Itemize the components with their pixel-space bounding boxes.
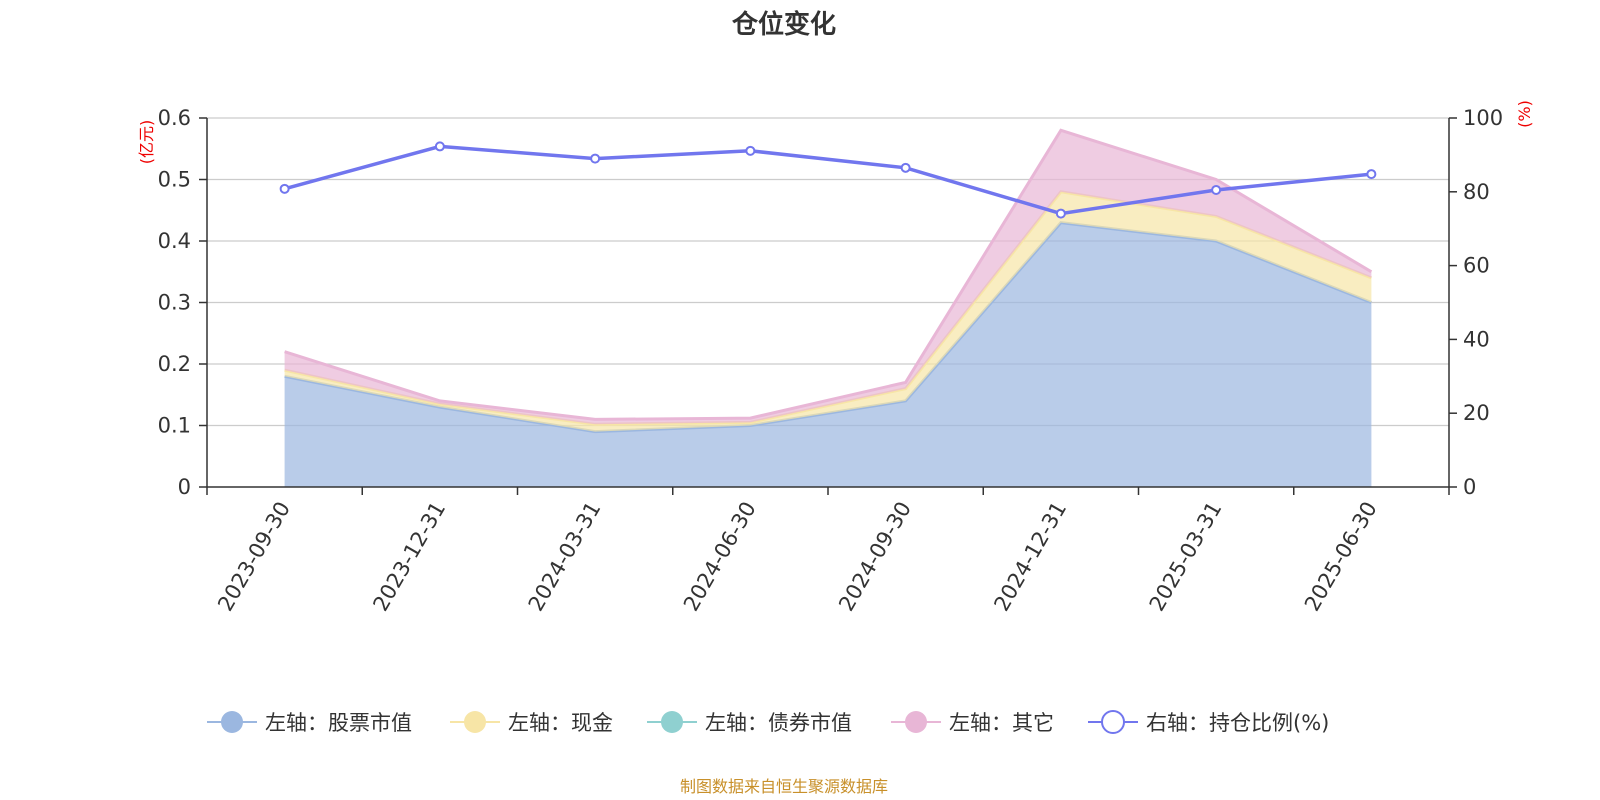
legend-marker	[464, 711, 486, 733]
right-axis-tick-label: 100	[1463, 106, 1503, 130]
data-source-note: 制图数据来自恒生聚源数据库	[680, 777, 888, 796]
ratio-point	[745, 145, 756, 156]
legend-item: 左轴：债券市值	[647, 711, 852, 735]
x-axis-tick-label: 2025-06-30	[1300, 498, 1382, 616]
legend-label: 左轴：债券市值	[705, 711, 852, 735]
legend-item: 左轴：其它	[891, 711, 1054, 735]
legend-label: 左轴：股票市值	[265, 711, 412, 735]
x-axis-tick-label: 2023-09-30	[213, 498, 295, 616]
legend-label: 左轴：现金	[508, 711, 613, 735]
ratio-point	[1211, 184, 1222, 195]
ratio-line-series	[279, 141, 1377, 219]
legend-marker	[661, 711, 683, 733]
ratio-point	[279, 183, 290, 194]
left-axis-unit: (亿元)	[137, 120, 156, 165]
left-axis-tick-label: 0.6	[158, 106, 191, 130]
legend-item: 左轴：股票市值	[207, 711, 412, 735]
legend-label: 右轴：持仓比例(%)	[1146, 711, 1329, 735]
area-edge	[284, 128, 1373, 421]
legend-marker	[221, 711, 243, 733]
area-series-0	[284, 221, 1372, 487]
right-axis-tick-label: 60	[1463, 254, 1490, 278]
legend-marker	[1101, 710, 1125, 734]
ratio-line	[284, 144, 1372, 216]
right-axis-unit: (%)	[1515, 100, 1534, 128]
left-axis-tick-label: 0.5	[158, 168, 191, 192]
right-axis-tick-label: 80	[1463, 180, 1490, 204]
left-axis-tick-label: 0.4	[158, 229, 191, 253]
chart-title: 仓位变化	[731, 9, 836, 40]
ratio-point	[900, 162, 911, 173]
left-axis-tick-label: 0	[178, 475, 191, 499]
x-axis-tick-label: 2025-03-31	[1145, 498, 1227, 616]
area-series	[284, 128, 1373, 487]
x-axis-tick-label: 2023-12-31	[368, 498, 450, 616]
area-fill	[284, 222, 1372, 487]
x-axis-tick-label: 2024-03-31	[524, 498, 606, 616]
left-axis-tick-label: 0.2	[158, 352, 191, 376]
ratio-point	[1055, 208, 1066, 219]
legend: 左轴：股票市值 左轴：现金 左轴：债券市值 左轴：其它 右轴：持仓比例(%)	[207, 710, 1329, 735]
ratio-point	[590, 153, 601, 164]
ratio-point	[1366, 169, 1377, 180]
x-axis-tick-label: 2024-09-30	[834, 498, 916, 616]
ratio-point	[434, 141, 445, 152]
right-axis-tick-label: 0	[1463, 475, 1476, 499]
legend-item: 右轴：持仓比例(%)	[1088, 710, 1329, 735]
x-axis-tick-label: 2024-12-31	[989, 498, 1071, 616]
right-axis-tick-label: 40	[1463, 327, 1490, 351]
legend-item: 左轴：现金	[450, 711, 613, 735]
left-axis-tick-label: 0.1	[158, 414, 191, 438]
area-series-3	[284, 128, 1373, 425]
legend-label: 左轴：其它	[949, 711, 1054, 735]
x-axis-tick-label: 2024-06-30	[679, 498, 761, 616]
right-axis-tick-label: 20	[1463, 401, 1490, 425]
legend-marker	[905, 711, 927, 733]
left-axis-tick-label: 0.3	[158, 291, 191, 315]
